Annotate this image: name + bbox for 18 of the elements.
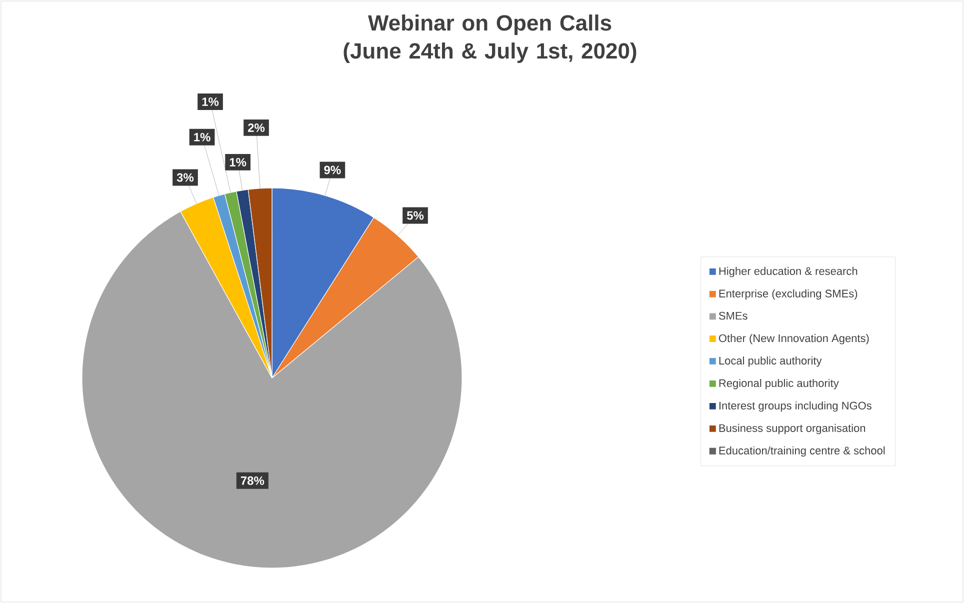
data-label: 1%: [230, 158, 246, 166]
data-label: 2%: [248, 123, 265, 132]
chart-title: Webinar on Open Calls (June 24th & July 1st, 2020): [344, 14, 636, 64]
legend-label: Education/training centre & school: [719, 446, 885, 457]
legend-label: Interest groups including NGOs: [719, 401, 872, 412]
legend-label: SMEs: [718, 312, 748, 320]
legend-label: Higher education & research: [719, 266, 858, 278]
data-label: 3%: [176, 173, 194, 182]
legend-label: Regional public authority: [719, 378, 839, 390]
legend-label: Local public authority: [719, 356, 822, 367]
data-label: 5%: [406, 211, 424, 220]
data-label: 1%: [194, 132, 210, 142]
data-label: 9%: [324, 166, 341, 174]
data-label: 1%: [202, 98, 219, 106]
data-label: 78%: [240, 476, 264, 485]
legend-label: Business support organisation: [719, 424, 866, 434]
legend-label: Other (New Innovation Agents): [718, 334, 869, 344]
legend-label: Enterprise (excluding SMEs): [719, 289, 858, 300]
